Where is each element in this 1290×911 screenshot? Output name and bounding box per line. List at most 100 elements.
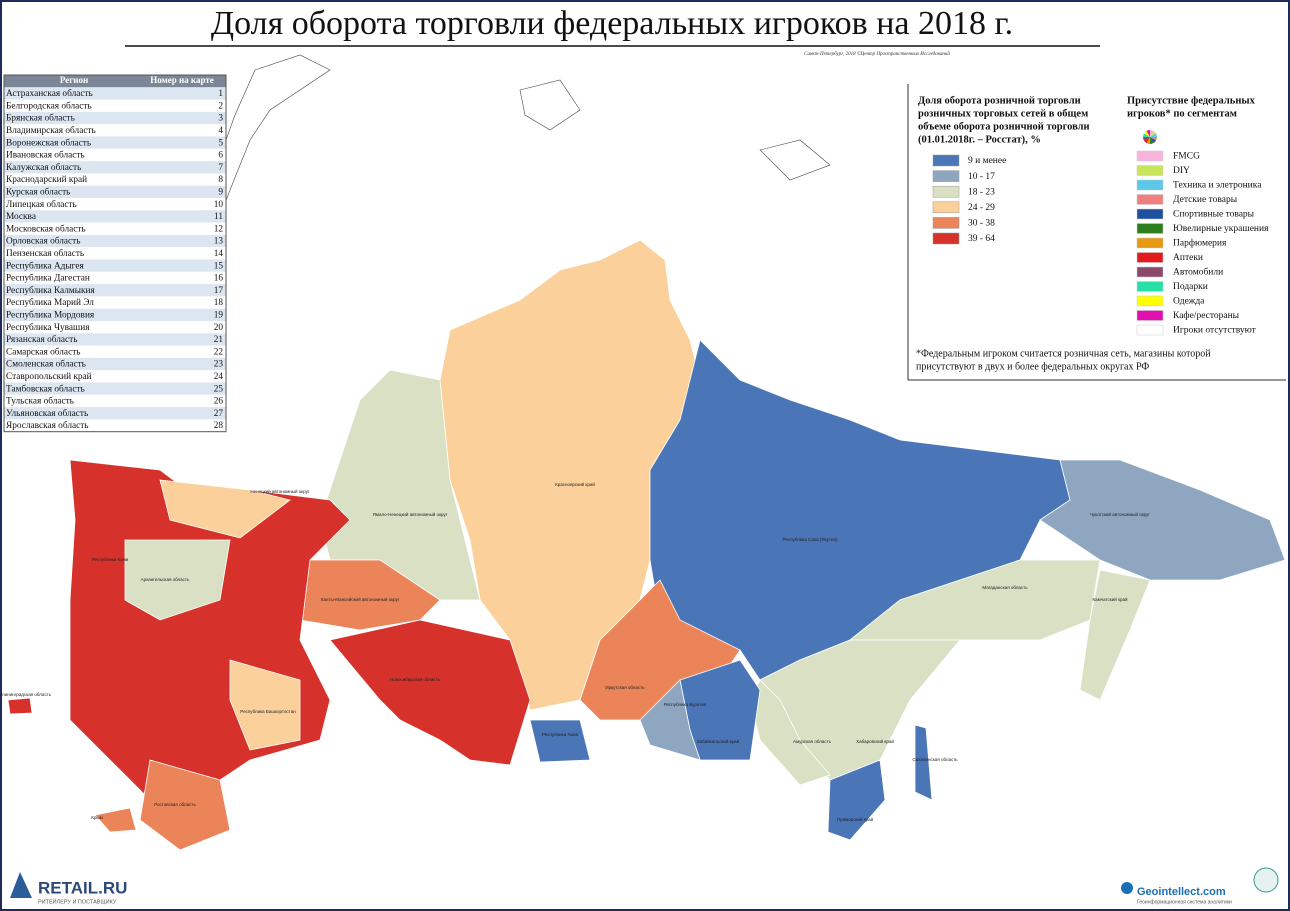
region-label: Красноярский край — [555, 481, 595, 487]
legend-label: Детские товары — [1173, 195, 1238, 205]
table-cell: Ивановская область — [6, 150, 85, 161]
logo-icon — [1253, 867, 1279, 893]
table-cell: 10 — [214, 200, 224, 210]
region-label: Республика Коми — [92, 557, 129, 562]
logo-subtext: РИТЕЙЛЕРУ И ПОСТАВЩИКУ — [38, 897, 117, 905]
legend-title: Присутствие федеральных — [1127, 95, 1256, 106]
legend-swatch — [932, 201, 960, 214]
table-cell: 18 — [214, 298, 224, 308]
legend-label: Техника и элетроника — [1173, 181, 1262, 191]
table-row-bg — [4, 185, 226, 198]
table-cell: Белгородская область — [6, 100, 92, 111]
legend-title: Доля оборота розничной торговли — [918, 95, 1081, 106]
legend-title: объеме оборота розничной торговли — [918, 121, 1090, 132]
legend-swatch — [932, 170, 960, 182]
table-row-bg — [4, 308, 226, 321]
legend-swatch — [1136, 252, 1164, 263]
table-cell: Воронежская область — [6, 137, 91, 148]
legend-swatch — [1136, 237, 1164, 249]
region — [229, 659, 301, 751]
legend-pie-slice — [1150, 130, 1157, 137]
legend-pie-slice — [1143, 130, 1150, 137]
table-cell: 12 — [214, 224, 224, 234]
legend-swatch — [1136, 150, 1164, 162]
region — [579, 579, 741, 721]
table-cell: Республика Чувашия — [6, 322, 90, 333]
table-row-bg — [4, 296, 226, 309]
legend-swatch — [1136, 295, 1164, 307]
table-cell: 21 — [214, 335, 224, 345]
region — [159, 479, 291, 539]
legend-swatch — [1136, 223, 1164, 234]
region-label: Крым — [91, 815, 102, 820]
table-row-bg — [4, 357, 226, 371]
region-label: Республика Бурятия — [664, 702, 707, 707]
legend-label: FMCG — [1173, 152, 1200, 162]
table-row-bg — [4, 333, 226, 346]
table-cell: 19 — [214, 310, 224, 320]
legend-swatch — [1136, 194, 1164, 205]
table-cell: Республика Адыгея — [6, 260, 84, 271]
legend-pie-slice — [1150, 133, 1157, 137]
legend-pie-slice — [1143, 137, 1150, 141]
legend-swatch — [932, 217, 960, 229]
legend-label: Спортивные товары — [1173, 210, 1255, 220]
table-cell: Ставропольский край — [6, 371, 92, 382]
legend-label: Кафе/рестораны — [1173, 310, 1240, 321]
logo-text: Geointellect.com — [1137, 886, 1226, 898]
region — [914, 724, 933, 801]
table-cell: 16 — [214, 274, 224, 284]
region — [529, 719, 591, 763]
region — [94, 807, 137, 833]
table-cell: 11 — [214, 212, 223, 222]
legend-swatch — [932, 154, 960, 167]
logo-icon — [10, 872, 32, 898]
table-cell: 27 — [214, 409, 224, 419]
credit: Санкт-Петербург, 2018 ©Центр Пространств… — [804, 51, 950, 57]
region-label: Архангельская область — [141, 577, 190, 582]
legend-swatch — [1136, 281, 1164, 292]
legend-label: 24 - 29 — [968, 203, 995, 213]
table-row-bg — [4, 271, 226, 285]
footnote: присутствуют в двух и более федеральных … — [916, 361, 1149, 372]
legend-title: розничных торговых сетей в общем — [918, 108, 1088, 119]
logo-right: Geointellect.com Геоинформационная систе… — [1121, 867, 1279, 905]
table-cell: Тамбовская область — [6, 383, 85, 394]
legend-background — [908, 84, 1286, 380]
table-cell: Липецкая область — [6, 199, 77, 210]
logo-text: RETAIL.RU — [38, 878, 127, 897]
table-cell: Республика Мордовия — [6, 309, 95, 320]
legend-title: (01.01.2018г. – Росстат), % — [918, 134, 1041, 145]
legend-label: 18 - 23 — [968, 187, 995, 197]
table-cell: Самарская область — [6, 346, 81, 357]
region-table: Регион Номер на карте Астраханская область… — [3, 74, 227, 433]
legend-swatch — [932, 232, 960, 245]
legend-pie-slice — [1146, 130, 1150, 137]
region-label: Калининградская область — [0, 692, 52, 697]
region-label: Ростовская область — [154, 802, 196, 807]
region — [139, 759, 231, 851]
legend-swatch — [932, 185, 960, 198]
table-row-bg — [4, 234, 226, 248]
table-row-bg — [4, 136, 226, 149]
table-row-bg — [4, 111, 226, 125]
table-cell: 22 — [214, 347, 224, 357]
table-row-bg — [4, 222, 226, 235]
table-row-bg — [4, 382, 226, 395]
table-row-bg — [4, 321, 226, 334]
region-label: Приморский край — [837, 816, 874, 822]
region — [329, 619, 531, 766]
legend-pie-slice — [1143, 133, 1150, 137]
table-cell: Смоленская область — [6, 359, 86, 370]
legend-label: DIY — [1173, 166, 1190, 176]
region-label: Республика Саха (Якутия) — [783, 537, 838, 542]
table-cell: Астраханская область — [6, 88, 93, 99]
table-row-bg — [4, 247, 226, 260]
table-row-bg — [4, 161, 226, 174]
title: Доля оборота торговли федеральных игроко… — [211, 5, 1013, 42]
table-cell: Краснодарский край — [6, 174, 87, 185]
table-cell: Брянская область — [6, 113, 75, 124]
region — [639, 679, 701, 761]
legend-pie-slice — [1150, 137, 1157, 144]
